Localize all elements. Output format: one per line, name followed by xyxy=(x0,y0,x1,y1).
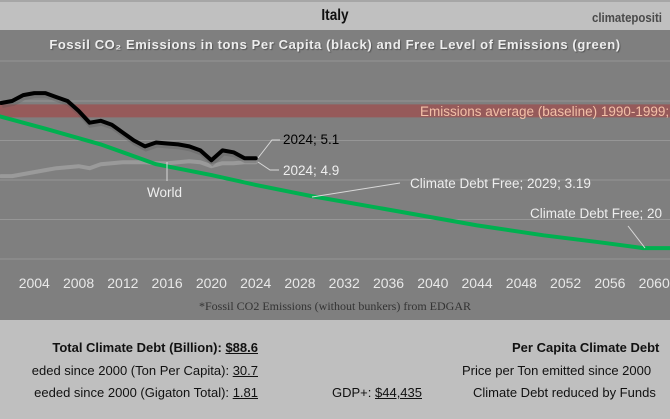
x-tick-label: 2004 xyxy=(19,275,50,291)
total-debt-label: Total Climate Debt (Billion): xyxy=(52,340,222,355)
x-tick-label: 2020 xyxy=(196,275,227,291)
x-tick-label: 2036 xyxy=(373,275,404,291)
x-tick-label: 2052 xyxy=(550,275,581,291)
baseline-band xyxy=(0,104,670,118)
gigaton-row: eeded since 2000 (Gigaton Total): 1.81 xyxy=(34,385,258,400)
summary-panel: Total Climate Debt (Billion): $88.6 eded… xyxy=(0,320,670,419)
x-tick-label: 2060 xyxy=(639,275,670,291)
x-tick-label: 2056 xyxy=(594,275,625,291)
x-tick-label: 2008 xyxy=(63,275,94,291)
gdp-row: GDP+: $44,435 xyxy=(332,385,422,400)
x-tick-label: 2040 xyxy=(417,275,448,291)
world-series-line xyxy=(0,159,258,179)
free-2029-label-leader xyxy=(311,182,401,198)
ton-per-capita-value: 30.7 xyxy=(232,363,258,378)
per-capita-debt-label: Per Capita Climate Debt xyxy=(512,340,660,355)
x-tick-label: 2032 xyxy=(329,275,360,291)
ton-per-capita-row: eded since 2000 (Ton Per Capita): 30.7 xyxy=(32,363,258,378)
header-bar: Italy climatepositi xyxy=(0,0,670,30)
site-label: climatepositi xyxy=(592,10,662,25)
price-per-ton-label: Price per Ton emitted since 2000 xyxy=(462,363,652,378)
x-tick-label: 2044 xyxy=(462,275,493,291)
free-series-line xyxy=(0,114,670,251)
gigaton-label: eeded since 2000 (Gigaton Total): xyxy=(34,385,230,400)
chart-title: Fossil CO₂ Emissions in tons Per Capita … xyxy=(49,37,621,52)
x-tick-label: 2028 xyxy=(284,275,315,291)
baseline-label: Emissions average (baseline) 1990-1999; … xyxy=(420,104,670,119)
x-tick-label: 2024 xyxy=(240,275,271,291)
country-title: Italy xyxy=(321,7,349,24)
chart-canvas: Emissions average (baseline) 1990-1999; … xyxy=(0,60,670,291)
italy-2024-label: 2024; 5.1 xyxy=(283,132,339,147)
free-end-label: Climate Debt Free; 20 xyxy=(530,206,662,221)
world-label: World xyxy=(147,185,182,200)
italy-2024-label-leader xyxy=(257,139,280,159)
gdp-label: GDP+: xyxy=(332,385,372,400)
ton-per-capita-label: eded since 2000 (Ton Per Capita): xyxy=(31,363,230,378)
world-2024-label-leader xyxy=(257,161,279,171)
x-tick-label: 2016 xyxy=(152,275,183,291)
free-end-label-leader xyxy=(627,225,646,249)
chart-footnote: *Fossil CO2 Emissions (without bunkers) … xyxy=(198,299,471,313)
total-debt-value: $88.6 xyxy=(225,340,258,355)
free-2029-label: Climate Debt Free; 2029; 3.19 xyxy=(410,176,591,191)
x-tick-label: 2048 xyxy=(506,275,537,291)
world-2024-label: 2024; 4.9 xyxy=(283,163,339,178)
emissions-chart: Emissions average (baseline) 1990-1999; … xyxy=(0,30,670,320)
italy-series-line xyxy=(0,91,258,163)
total-debt-row: Total Climate Debt (Billion): $88.6 xyxy=(52,340,258,355)
gdp-value: $44,435 xyxy=(375,385,422,400)
gigaton-value: 1.81 xyxy=(232,385,258,400)
x-tick-label: 2012 xyxy=(107,275,138,291)
reduced-by-funds-label: Climate Debt reduced by Funds xyxy=(473,385,656,400)
